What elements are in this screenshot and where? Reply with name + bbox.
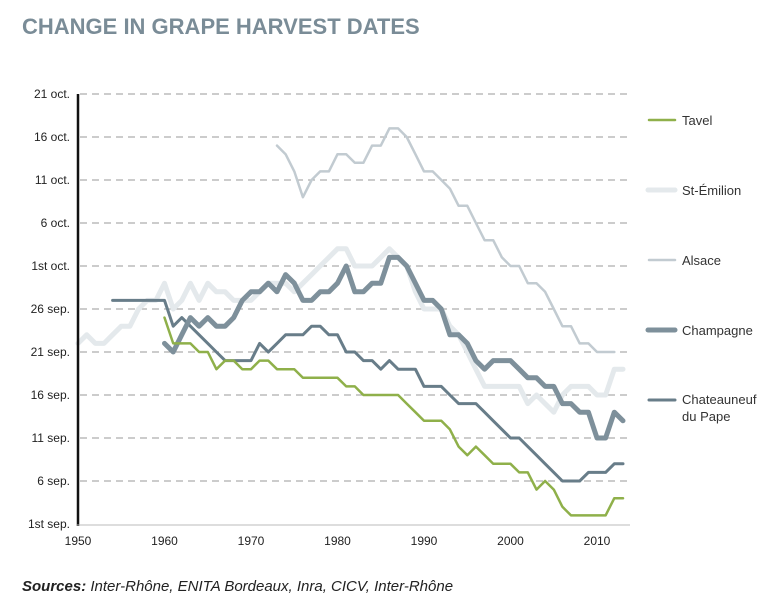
legend-item-chateauneuf: Chateauneuf du Pape [647, 392, 757, 424]
chart-title: CHANGE IN GRAPE HARVEST DATES [22, 14, 420, 39]
legend-item-tavel: Tavel [647, 113, 712, 128]
y-tick-label: 1st sep. [28, 517, 70, 531]
legend-label: Alsace [682, 253, 721, 268]
legend-label: Chateauneuf [682, 392, 757, 407]
legend-label: Tavel [682, 113, 712, 128]
legend-label: Champagne [682, 323, 753, 338]
legend-item-st-emilion: St-Émilion [645, 183, 741, 198]
y-tick-label: 16 sep. [31, 388, 70, 402]
legend: Tavel St-Émilion Alsace Champagne Chatea… [645, 113, 757, 424]
y-tick-label: 21 oct. [34, 87, 70, 101]
series-line-chateauneuf-du-pape [111, 298, 625, 483]
legend-item-champagne: Champagne [645, 323, 753, 338]
y-tick-label: 11 sep. [32, 431, 70, 445]
x-tick-label: 1950 [65, 534, 92, 548]
y-tick-label: 26 sep. [31, 302, 70, 316]
sources-note: Sources: Inter-Rhône, ENITA Bordeaux, In… [22, 578, 453, 595]
y-tick-label: 6 oct. [41, 216, 70, 230]
legend-item-alsace: Alsace [647, 253, 721, 268]
y-tick-label: 6 sep. [37, 474, 70, 488]
y-axis-ticks: 1st sep. 6 sep. 11 sep. 16 sep. 21 sep. 26 se… [28, 87, 70, 531]
x-tick-label: 1970 [238, 534, 265, 548]
series-line-champagne [162, 254, 626, 441]
x-tick-label: 1980 [324, 534, 351, 548]
y-tick-label: 21 sep. [31, 345, 70, 359]
series-line-alsace [275, 127, 616, 354]
legend-label: St-Émilion [682, 183, 741, 198]
sources-text: Inter-Rhône, ENITA Bordeaux, Inra, CICV,… [86, 578, 454, 595]
series-line-tavel [163, 316, 625, 517]
x-tick-label: 2000 [497, 534, 524, 548]
series-line-st-milion [75, 246, 626, 415]
series-lines [75, 127, 626, 517]
y-tick-label: 1st oct. [31, 259, 70, 273]
x-tick-label: 1960 [151, 534, 178, 548]
x-tick-label: 2010 [584, 534, 611, 548]
x-axis-ticks: 1950 1960 1970 1980 1990 2000 2010 [65, 534, 611, 548]
sources-label: Sources: [22, 578, 87, 595]
legend-label: du Pape [682, 409, 730, 424]
y-tick-label: 16 oct. [34, 130, 70, 144]
y-tick-label: 11 oct. [35, 173, 70, 187]
x-tick-label: 1990 [411, 534, 438, 548]
